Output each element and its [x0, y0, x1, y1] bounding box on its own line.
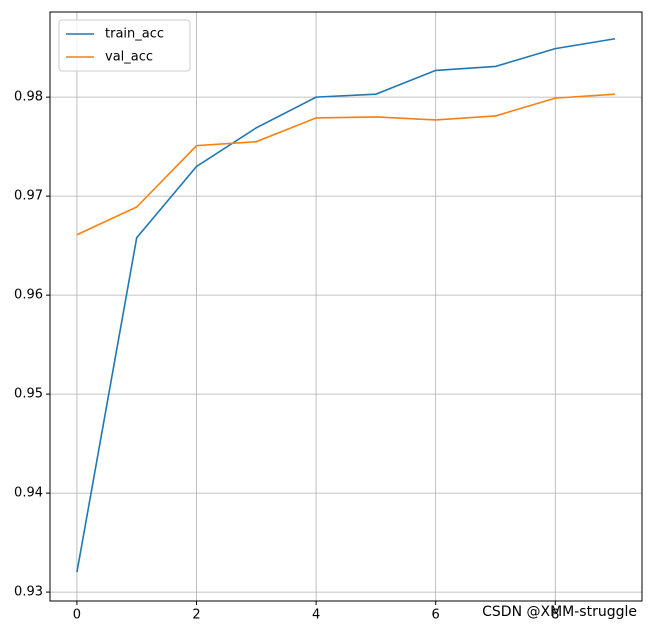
watermark: CSDN @XMM-struggle: [482, 604, 637, 620]
line: [76, 37, 616, 573]
x-tick-label: 4: [312, 608, 320, 623]
y-tick-label: 0.93: [14, 585, 43, 600]
legend-label: train_acc: [105, 27, 164, 42]
y-tick-label: 0.95: [14, 387, 43, 402]
x-tick-label: 8: [551, 608, 559, 623]
y-tick-label: 0.97: [14, 189, 43, 204]
y-tick-label: 0.94: [14, 486, 43, 501]
y-tick-label: 0.98: [14, 90, 43, 105]
legend-box: [58, 19, 191, 72]
x-tick-label: 6: [432, 608, 440, 623]
y-tick-label: 0.96: [14, 288, 43, 303]
line: [76, 93, 616, 236]
x-tick-label: 2: [192, 608, 200, 623]
x-tick-label: 0: [73, 608, 81, 623]
legend-label: val_acc: [105, 50, 153, 65]
plot-frame: [49, 11, 643, 602]
